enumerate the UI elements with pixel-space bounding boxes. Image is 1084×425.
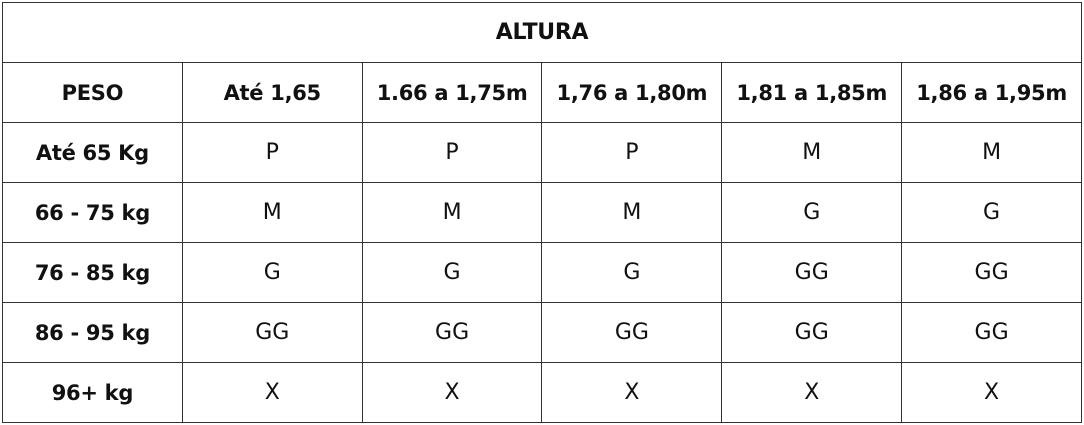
- table-row: Até 65 Kg P P P M M: [2, 122, 1082, 183]
- table-cell: M: [721, 122, 903, 183]
- table-cell: P: [361, 122, 543, 183]
- table-cell: X: [361, 362, 543, 423]
- table-cell: P: [181, 122, 363, 183]
- table-cell: GG: [721, 302, 903, 363]
- table-cell: G: [541, 242, 723, 303]
- table-cell: M: [361, 182, 543, 243]
- table-cell: GG: [901, 302, 1082, 363]
- column-header: Até 1,65: [181, 62, 363, 123]
- table-row: 86 - 95 kg GG GG GG GG GG: [2, 302, 1082, 363]
- row-header: 76 - 85 kg: [2, 242, 183, 303]
- column-header: 1,76 a 1,80m: [541, 62, 723, 123]
- table-row: 96+ kg X X X X X: [2, 362, 1082, 423]
- table-cell: X: [721, 362, 903, 423]
- table-cell: GG: [541, 302, 723, 363]
- column-header: 1.66 a 1,75m: [361, 62, 543, 123]
- table-cell: G: [361, 242, 543, 303]
- table-cell: X: [901, 362, 1082, 423]
- column-header: 1,81 a 1,85m: [721, 62, 903, 123]
- table-cell: X: [541, 362, 723, 423]
- table-cell: M: [541, 182, 723, 243]
- row-header: 96+ kg: [2, 362, 183, 423]
- table-cell: P: [541, 122, 723, 183]
- table-title: ALTURA: [2, 2, 1082, 63]
- corner-header: PESO: [2, 62, 183, 123]
- title-row: ALTURA: [2, 2, 1082, 63]
- table-row: 66 - 75 kg M M M G G: [2, 182, 1082, 243]
- table-cell: G: [721, 182, 903, 243]
- row-header: 66 - 75 kg: [2, 182, 183, 243]
- table-cell: GG: [181, 302, 363, 363]
- column-header: 1,86 a 1,95m: [901, 62, 1082, 123]
- table-cell: G: [901, 182, 1082, 243]
- table-cell: GG: [721, 242, 903, 303]
- table-cell: GG: [361, 302, 543, 363]
- table-cell: M: [901, 122, 1082, 183]
- table-cell: GG: [901, 242, 1082, 303]
- table-row: 76 - 85 kg G G G GG GG: [2, 242, 1082, 303]
- row-header: 86 - 95 kg: [2, 302, 183, 363]
- table-cell: G: [181, 242, 363, 303]
- header-row: PESO Até 1,65 1.66 a 1,75m 1,76 a 1,80m …: [2, 62, 1082, 123]
- table-cell: M: [181, 182, 363, 243]
- row-header: Até 65 Kg: [2, 122, 183, 183]
- table-cell: X: [181, 362, 363, 423]
